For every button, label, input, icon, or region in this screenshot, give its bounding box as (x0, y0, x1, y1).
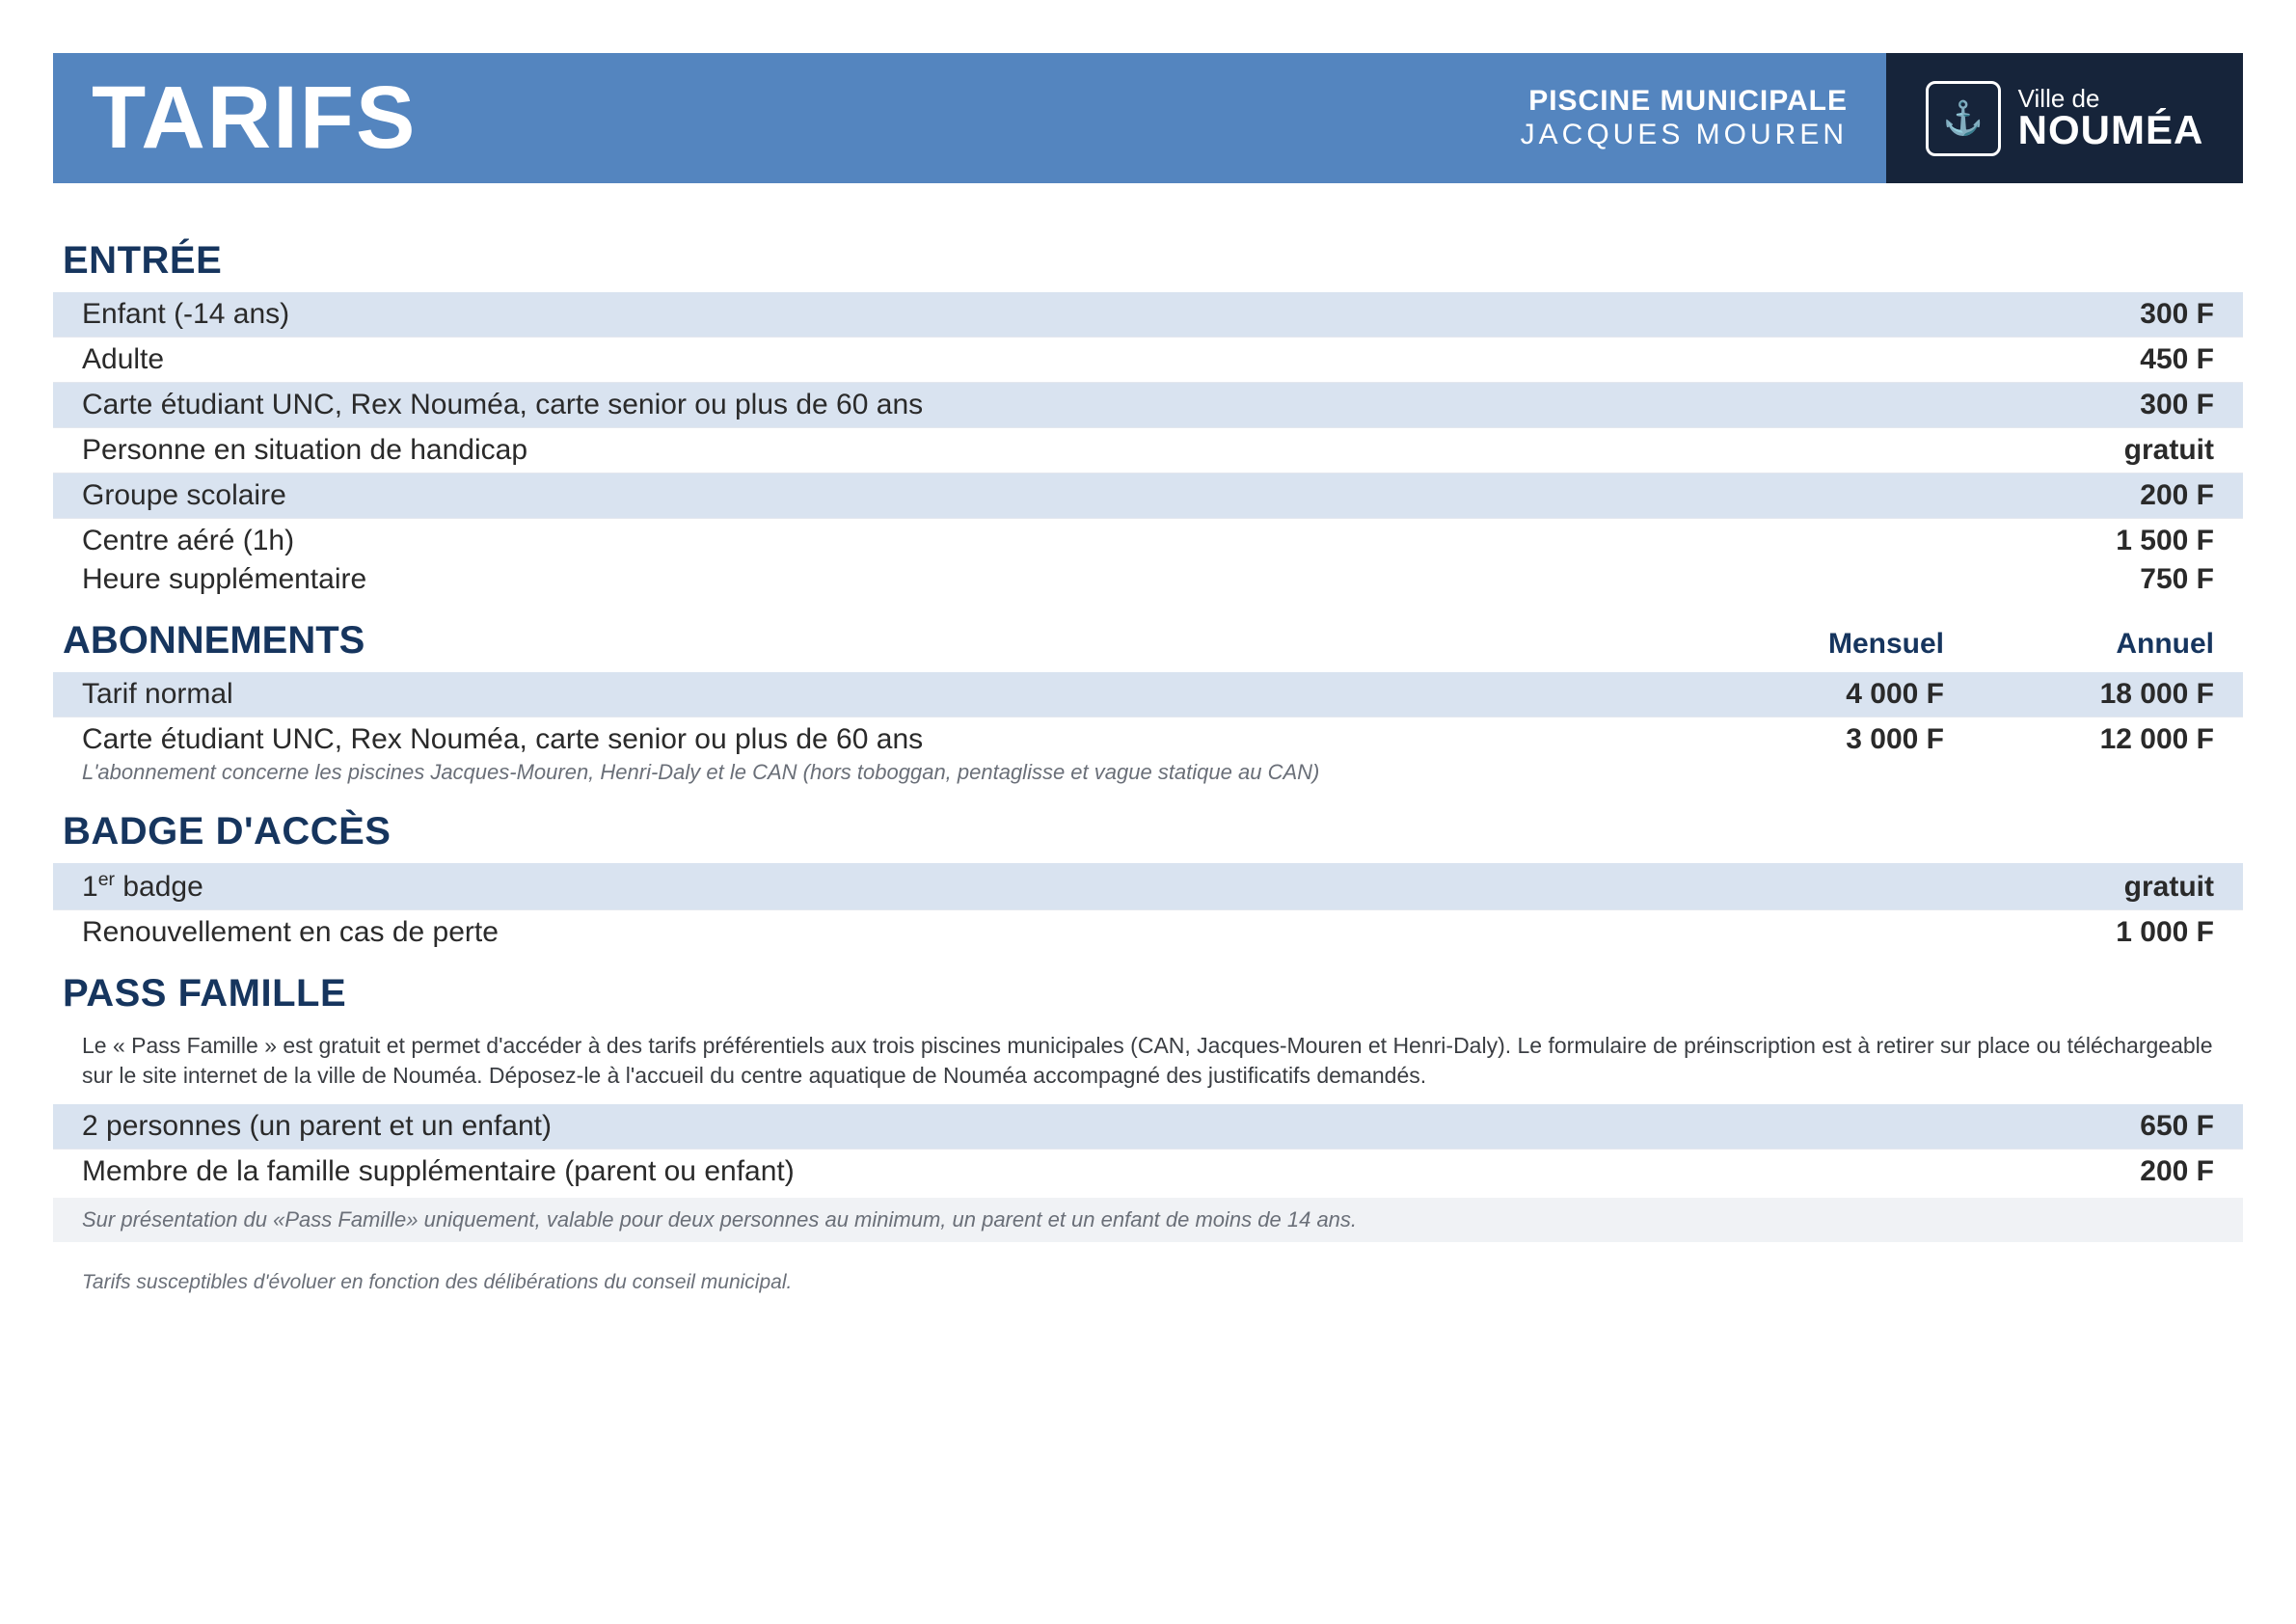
disclaimer: Tarifs susceptibles d'évoluer en fonctio… (53, 1242, 2243, 1294)
row-annual: 18 000 F (1944, 678, 2214, 711)
row-label: Groupe scolaire (82, 479, 1944, 512)
logo-text: Ville de NOUMÉA (2018, 87, 2204, 149)
section-title-entree: ENTRÉE (53, 222, 2243, 292)
subtitle-line2: JACQUES MOUREN (1521, 119, 1848, 152)
row-price: 750 F (1944, 563, 2214, 596)
section-title-pass: PASS FAMILLE (53, 955, 2243, 1025)
header-subtitle: PISCINE MUNICIPALE JACQUES MOUREN (1521, 85, 1848, 151)
row-label: Centre aéré (1h) (82, 525, 1944, 557)
row-label: Adulte (82, 343, 1944, 376)
row-price: 200 F (1944, 1155, 2214, 1188)
row-label: Heure supplémentaire (82, 563, 1944, 596)
row-label: 1er badge (82, 869, 1944, 904)
column-header-monthly: Mensuel (1674, 628, 1944, 661)
table-row: Carte étudiant UNC, Rex Nouméa, carte se… (53, 717, 2243, 762)
table-row: Centre aéré (1h) 1 500 F (53, 518, 2243, 563)
row-label: Carte étudiant UNC, Rex Nouméa, carte se… (82, 389, 1944, 421)
row-price: 1 500 F (1944, 525, 2214, 557)
table-row: Membre de la famille supplémentaire (par… (53, 1149, 2243, 1194)
row-label: Membre de la famille supplémentaire (par… (82, 1155, 1944, 1188)
page-title: TARIFS (92, 68, 417, 169)
header-main: TARIFS PISCINE MUNICIPALE JACQUES MOUREN (53, 53, 1886, 183)
subtitle-line1: PISCINE MUNICIPALE (1521, 85, 1848, 119)
row-annual: 12 000 F (1944, 723, 2214, 756)
abonnements-note: L'abonnement concerne les piscines Jacqu… (53, 760, 2243, 793)
row-price: 650 F (1944, 1110, 2214, 1143)
pass-intro: Le « Pass Famille » est gratuit et perme… (53, 1025, 2243, 1104)
pass-footer-note: Sur présentation du «Pass Famille» uniqu… (53, 1198, 2243, 1242)
table-row: Heure supplémentaire 750 F (53, 563, 2243, 602)
row-label: 2 personnes (un parent et un enfant) (82, 1110, 1944, 1143)
table-row: Groupe scolaire 200 F (53, 473, 2243, 518)
row-label: Tarif normal (82, 678, 1674, 711)
row-price: 300 F (1944, 298, 2214, 331)
row-price: 200 F (1944, 479, 2214, 512)
table-row: Personne en situation de handicap gratui… (53, 427, 2243, 473)
row-price: 300 F (1944, 389, 2214, 421)
logo-block: ⚓ Ville de NOUMÉA (1886, 53, 2243, 183)
table-row: Adulte 450 F (53, 337, 2243, 382)
table-row: Tarif normal 4 000 F 18 000 F (53, 672, 2243, 717)
section-title-abonnements: ABONNEMENTS (63, 619, 1674, 663)
table-row: 1er badge gratuit (53, 863, 2243, 909)
row-label: Personne en situation de handicap (82, 434, 1944, 467)
row-monthly: 4 000 F (1674, 678, 1944, 711)
section-header-abonnements: ABONNEMENTS Mensuel Annuel (53, 602, 2243, 672)
table-row: Carte étudiant UNC, Rex Nouméa, carte se… (53, 382, 2243, 427)
table-row: Renouvellement en cas de perte 1 000 F (53, 909, 2243, 955)
row-price: gratuit (1944, 871, 2214, 904)
header: TARIFS PISCINE MUNICIPALE JACQUES MOUREN… (53, 53, 2243, 183)
row-label: Enfant (-14 ans) (82, 298, 1944, 331)
row-price: 450 F (1944, 343, 2214, 376)
table-row: 2 personnes (un parent et un enfant) 650… (53, 1104, 2243, 1149)
row-price: gratuit (1944, 434, 2214, 467)
crest-icon: ⚓ (1926, 81, 2001, 156)
row-label: Carte étudiant UNC, Rex Nouméa, carte se… (82, 723, 1674, 756)
section-title-badge: BADGE D'ACCÈS (53, 793, 2243, 863)
row-price: 1 000 F (1944, 916, 2214, 949)
row-label: Renouvellement en cas de perte (82, 916, 1944, 949)
row-monthly: 3 000 F (1674, 723, 1944, 756)
column-header-annual: Annuel (1944, 628, 2214, 661)
logo-line2: NOUMÉA (2018, 111, 2204, 149)
table-row: Enfant (-14 ans) 300 F (53, 292, 2243, 337)
